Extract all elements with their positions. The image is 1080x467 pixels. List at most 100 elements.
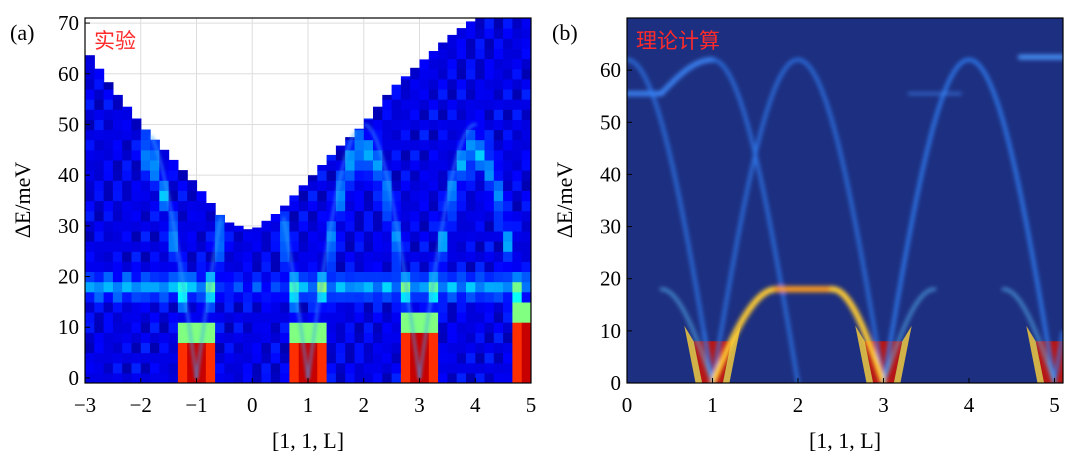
heatmap-cell (168, 190, 179, 202)
heatmap-cell (382, 342, 393, 354)
heatmap-cell (150, 332, 160, 343)
heatmap-cell (280, 241, 290, 252)
heatmap-cell (345, 372, 356, 383)
heatmap-cell (438, 99, 448, 110)
heatmap-cell (456, 99, 467, 110)
heatmap-cell (298, 271, 309, 283)
heatmap-cell (447, 220, 458, 232)
heatmap-cell (122, 291, 133, 303)
heatmap-cell (140, 352, 151, 364)
heatmap-cell (503, 210, 513, 222)
heatmap-cell (419, 301, 430, 313)
heatmap-cell (150, 210, 160, 222)
heatmap-cell (419, 78, 430, 90)
heatmap-cell (466, 291, 476, 303)
heatmap-cell (150, 352, 160, 364)
heatmap-cell (335, 241, 346, 252)
heatmap-cell (345, 149, 356, 161)
heatmap-cell (354, 352, 365, 364)
heatmap-cell (224, 342, 235, 354)
heatmap-cell (215, 372, 225, 383)
heatmap-cell (187, 180, 198, 191)
heatmap-cell (326, 241, 337, 252)
heatmap-cell (354, 251, 365, 262)
heatmap-cell (484, 251, 495, 262)
heatmap-cell (400, 159, 411, 171)
heatmap-cell (345, 312, 356, 323)
heatmap-cell (122, 372, 133, 383)
heatmap-cell (521, 159, 531, 171)
upper-arc (627, 57, 715, 383)
heatmap-cell (438, 291, 448, 303)
heatmap-cell (400, 332, 411, 343)
heatmap-cell (112, 180, 123, 191)
heatmap-cell (466, 149, 476, 161)
heatmap-cell (85, 362, 95, 374)
heatmap-cell (122, 251, 133, 262)
heatmap-cell (475, 48, 486, 60)
heatmap-cell (215, 342, 225, 354)
heatmap-cell (475, 220, 486, 232)
heatmap-cell (475, 322, 486, 333)
heatmap-cell (270, 220, 281, 232)
heatmap-cell (308, 230, 318, 242)
heatmap-cell (354, 190, 365, 202)
heatmap-cell (112, 190, 123, 202)
heatmap-cell (252, 241, 263, 252)
heatmap-cell (335, 149, 346, 161)
heatmap-cell (335, 362, 346, 374)
heatmap-cell (177, 251, 188, 262)
heatmap-cell (345, 190, 356, 202)
heatmap-cell (85, 149, 95, 161)
heatmap-cell (438, 159, 448, 171)
heatmap-cell (261, 372, 272, 383)
heatmap-cell (131, 129, 142, 141)
heatmap-cell (215, 230, 225, 242)
heatmap-cell (177, 170, 188, 181)
heatmap-cell (391, 190, 402, 202)
heatmap-cell (159, 261, 170, 272)
heatmap-cell (438, 372, 448, 383)
heatmap-cell (475, 38, 486, 49)
heatmap-cell (493, 200, 504, 212)
heatmap-cell (475, 139, 486, 151)
heatmap-cell (493, 119, 504, 131)
x-tick-label: 5 (526, 393, 537, 417)
dispersion-branch (150, 135, 198, 380)
heatmap-cell (298, 322, 309, 333)
heatmap-cell (94, 190, 105, 202)
heatmap-cell (373, 190, 383, 202)
heatmap-cell (177, 230, 188, 242)
heatmap-cell (103, 129, 114, 141)
heatmap-cell (289, 372, 300, 383)
heatmap-cell (140, 230, 151, 242)
heatmap-cell (512, 28, 523, 39)
heatmap-cell (308, 220, 318, 232)
heatmap-cell (112, 281, 123, 293)
heatmap-cell (428, 312, 439, 323)
heatmap-cell (410, 291, 421, 303)
heatmap-cell (261, 291, 272, 303)
heatmap-cell (456, 28, 467, 39)
heatmap-cell (484, 220, 495, 232)
heatmap-cell (131, 312, 142, 323)
heatmap-cell (419, 210, 430, 222)
heatmap-cell (317, 261, 328, 272)
heatmap-cell (187, 210, 198, 222)
heatmap-cell (335, 332, 346, 343)
heatmap-cell (289, 322, 300, 333)
heatmap-cell (363, 139, 374, 151)
heatmap-cell (475, 301, 486, 313)
heatmap-cell (261, 301, 272, 313)
heatmap-cell (456, 200, 467, 212)
heatmap-cell (428, 322, 439, 333)
heatmap-cell (466, 362, 476, 374)
heatmap-cell (447, 372, 458, 383)
heatmap-cell (493, 159, 504, 171)
heatmap-cell (493, 312, 504, 323)
heatmap-cell (140, 180, 151, 191)
heatmap-cell (503, 139, 513, 151)
heatmap-cell (233, 261, 244, 272)
heatmap-cell (493, 332, 504, 343)
heatmap-cell (317, 342, 328, 354)
